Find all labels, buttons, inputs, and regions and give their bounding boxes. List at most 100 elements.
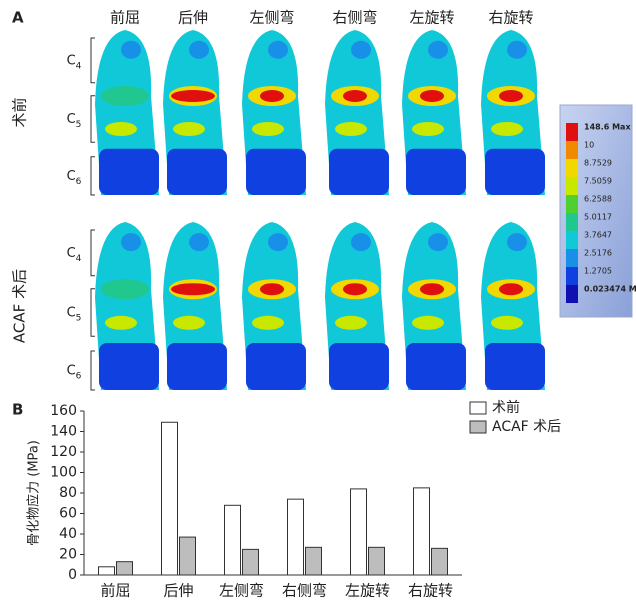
colorbar-cell [566,249,578,267]
stress-zone [189,41,209,59]
stress-zone [268,233,288,251]
stress-zone [113,283,137,295]
spine-model [242,222,306,390]
stress-zone [412,316,444,330]
column-label: 右侧弯 [332,9,377,27]
spine-base [329,343,389,390]
stress-zone [507,41,527,59]
stress-zone [343,90,367,102]
stress-zone [171,283,215,295]
stress-zone [268,41,288,59]
column-label: 后伸 [178,9,208,27]
y-axis-label: 骨化物应力 (MPa) [26,440,42,546]
row-label: ACAF 术后 [11,269,29,343]
spine-model [325,222,389,390]
stress-zone [507,233,527,251]
stress-zone [121,233,141,251]
vertebra-sub: 4 [76,253,82,263]
bar [432,548,448,575]
vertebra-label: C4 [67,245,82,263]
colorbar-label: 1.2705 [584,267,612,276]
colorbar-cell [566,285,578,303]
spine-base [329,149,389,195]
panel-label: B [12,401,23,419]
y-tick-label: 160 [50,403,77,419]
vertebra-label: C5 [67,305,82,323]
x-tick-label: 右侧弯 [282,582,327,600]
spine-base [246,149,306,195]
stress-zone [428,41,448,59]
spine-base [406,343,466,390]
y-tick-label: 60 [59,506,77,522]
stress-zone [335,122,367,136]
stress-zone [105,122,137,136]
colorbar-label: 6.2588 [584,195,612,204]
bar [180,537,196,575]
vertebra-sub: 5 [76,313,82,323]
column-label: 左旋转 [409,9,454,27]
stress-zone [428,233,448,251]
stress-zone [252,122,284,136]
stress-zone [121,41,141,59]
colorbar-label: 3.7647 [584,231,612,240]
spine-model [163,222,227,390]
row-label: 术前 [11,97,29,127]
stress-zone [491,316,523,330]
bracket [91,230,95,276]
vertebra-sub: 5 [76,119,82,129]
colorbar-cell [566,267,578,285]
stress-zone [173,316,205,330]
spine-base [485,343,545,390]
stress-zone [491,122,523,136]
stress-zone [499,90,523,102]
bar [414,488,430,575]
stress-zone [499,283,523,295]
x-tick-label: 左旋转 [345,582,390,600]
bar [369,547,385,575]
spine-model [481,222,545,390]
bar [243,549,259,575]
colorbar-label: 0.023474 Min [584,285,636,294]
bar [225,505,241,575]
colorbar-cell [566,195,578,213]
spine-base [485,149,545,195]
figure: A B 前屈后伸左侧弯右侧弯左旋转右旋转术前C4C5C6ACAF 术后C4C5C… [0,0,636,601]
bar [162,422,178,575]
colorbar-cell [566,123,578,141]
stress-zone [173,122,205,136]
colorbar-label: 10 [584,141,594,150]
vertebra-label: C6 [67,168,82,186]
x-tick-label: 后伸 [163,582,193,600]
legend-label: ACAF 术后 [492,419,561,435]
vertebra-label: C5 [67,111,82,129]
stress-zone [351,41,371,59]
spine-model [242,30,306,195]
spine-base [99,149,159,195]
colorbar-cell [566,177,578,195]
bar [99,567,115,575]
stress-zone [260,283,284,295]
y-tick-label: 100 [50,465,77,481]
colorbar-cell [566,159,578,177]
colorbar-label: 8.7529 [584,159,612,168]
bracket [91,96,95,142]
colorbar-label: 2.5176 [584,249,612,258]
spine-base [167,343,227,390]
colorbar-cell [566,231,578,249]
bracket [91,38,95,83]
vertebra-sub: 4 [76,61,82,71]
bracket [91,289,95,336]
stress-zone [171,90,215,102]
vertebra-sub: 6 [76,371,82,381]
vertebra-base: C [67,305,76,320]
panel-label: A [12,9,24,27]
vertebra-base: C [67,53,76,68]
column-label: 右旋转 [488,9,533,27]
bar [351,489,367,575]
colorbar-label: 5.0117 [584,213,612,222]
spine-model [481,30,545,195]
bracket [91,157,95,195]
x-tick-label: 左侧弯 [219,582,264,600]
bracket [91,351,95,390]
stress-zone [113,90,137,102]
